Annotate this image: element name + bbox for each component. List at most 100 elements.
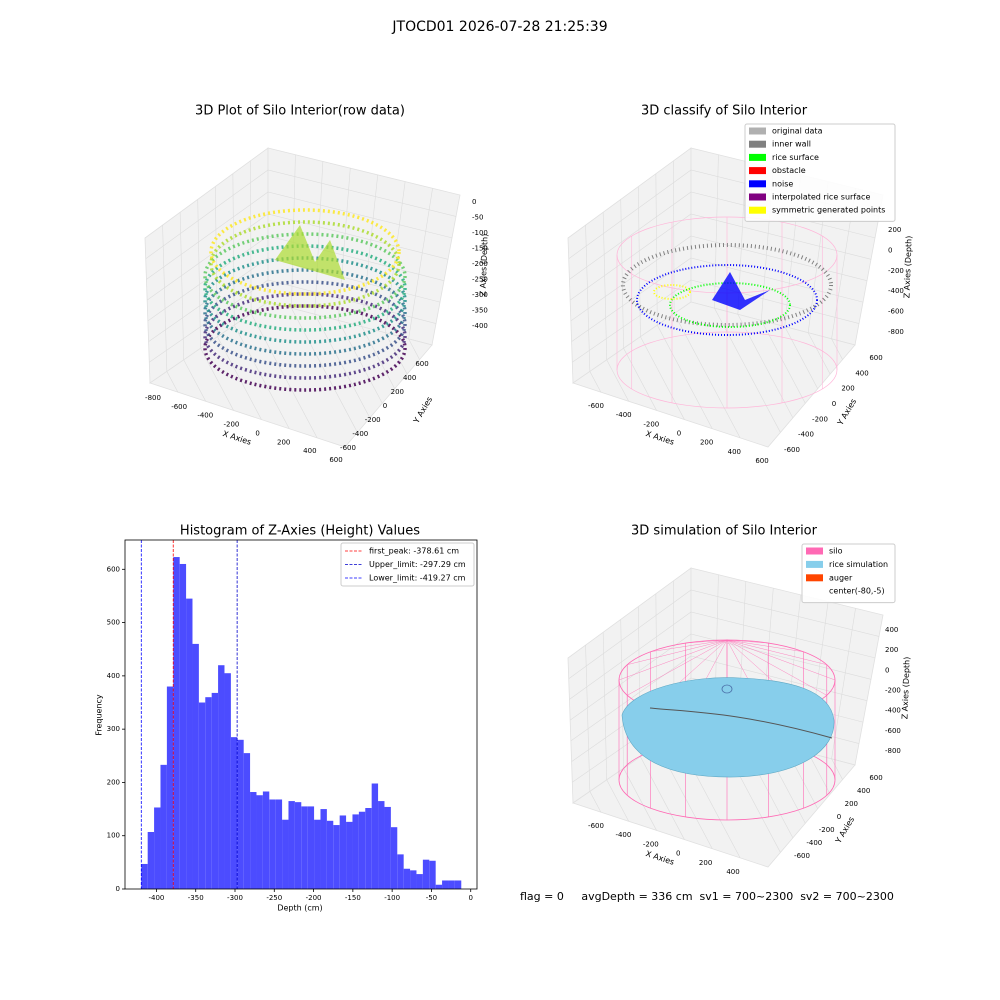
z-tick-label: -400 xyxy=(885,707,901,715)
chart-title: 3D classify of Silo Interior xyxy=(641,104,808,119)
z-tick-label: 0 xyxy=(472,198,476,206)
legend-label: obstacle xyxy=(772,166,806,175)
bar xyxy=(179,563,187,889)
pane-grid xyxy=(232,173,290,429)
pane-grid xyxy=(737,161,794,418)
pane-grid xyxy=(179,212,206,402)
bar xyxy=(314,819,321,889)
pane-grid xyxy=(571,257,864,342)
point-ring xyxy=(209,220,401,308)
rice-ridge xyxy=(649,707,833,739)
y-tick-label: 300 xyxy=(107,725,120,733)
bar xyxy=(166,686,174,889)
silo-roof xyxy=(726,639,836,681)
silo-roof xyxy=(726,639,827,696)
bar xyxy=(154,807,161,889)
bar xyxy=(205,697,212,889)
pane-grid xyxy=(620,199,657,411)
z-tick-label: -300 xyxy=(472,291,488,299)
legend-label: rice simulation xyxy=(829,560,888,569)
pane-grid xyxy=(145,169,457,259)
bar xyxy=(282,819,289,889)
bar xyxy=(275,799,283,889)
z-tick-label: -50 xyxy=(472,214,483,222)
z-tick-label: 200 xyxy=(888,226,901,234)
y-tick-label: 600 xyxy=(107,565,120,573)
z-tick-label: -200 xyxy=(888,267,904,275)
x-tick-label: -400 xyxy=(616,411,632,419)
x-tick-label: 200 xyxy=(699,859,712,867)
y-tick-label: 600 xyxy=(869,774,882,782)
pane-grid xyxy=(831,188,856,360)
bar xyxy=(339,815,347,889)
z-tick-label: -800 xyxy=(885,747,901,755)
pane-grid xyxy=(337,168,383,404)
x-tick-label: 600 xyxy=(755,457,768,465)
bar xyxy=(243,753,251,889)
pane-grid xyxy=(637,186,685,420)
legend-swatch xyxy=(806,560,823,568)
z-axis-label: Z Axies (Depth) xyxy=(900,657,911,720)
symmetric-patch xyxy=(653,284,691,300)
bar xyxy=(403,868,411,889)
legend-label: symmetric generated points xyxy=(772,206,885,215)
z-tick-label: 0 xyxy=(885,666,889,674)
z-tick-label: -100 xyxy=(472,229,488,237)
z-tick-label: -600 xyxy=(885,727,901,735)
y-tick-label: -200 xyxy=(812,415,828,423)
bar xyxy=(224,673,231,889)
y-tick-label: 600 xyxy=(869,354,882,362)
pane-grid xyxy=(585,645,602,813)
bar xyxy=(230,737,238,889)
bar xyxy=(346,821,353,889)
y-tick-label: 200 xyxy=(107,778,120,786)
pane xyxy=(149,301,433,448)
x-tick-label: -400 xyxy=(148,894,164,902)
figure-title: JTOCD01 2026-07-28 21:25:39 xyxy=(391,19,607,35)
bar xyxy=(256,795,263,889)
pane-grid xyxy=(807,181,831,375)
x-tick-label: -200 xyxy=(643,840,659,848)
y-tick-label: 200 xyxy=(845,800,858,808)
chart-title: 3D simulation of Silo Interior xyxy=(631,524,818,539)
z-tick-label: -250 xyxy=(472,276,488,284)
bar xyxy=(160,764,167,889)
legend-label: Lower_limit: -419.27 cm xyxy=(369,574,466,583)
legend-swatch xyxy=(749,167,766,175)
noise-cluster xyxy=(712,272,770,310)
y-tick-label: -600 xyxy=(784,446,800,454)
bar xyxy=(384,806,391,889)
pane xyxy=(572,301,856,448)
legend-box xyxy=(801,543,896,604)
y-tick-label: 400 xyxy=(857,787,870,795)
bar xyxy=(422,859,430,889)
point-ring xyxy=(203,292,407,380)
x-tick-label: -800 xyxy=(145,394,161,402)
legend-swatch xyxy=(749,193,766,201)
pane-grid xyxy=(214,186,262,420)
bar xyxy=(358,811,366,889)
x-tick-label: -200 xyxy=(223,421,239,429)
point-ring xyxy=(203,268,407,356)
pane-grid xyxy=(572,279,860,363)
bar xyxy=(454,880,462,889)
legend-label: rice surface xyxy=(772,153,819,162)
silo-roof xyxy=(726,639,769,644)
legend-swatch xyxy=(749,140,766,148)
bar xyxy=(333,825,340,889)
bar xyxy=(301,806,308,889)
y-tick-label: -600 xyxy=(794,852,810,860)
pane-grid xyxy=(408,188,433,360)
pane-grid xyxy=(568,589,880,679)
bar xyxy=(186,598,193,889)
pane-grid xyxy=(384,181,408,375)
silo-roof xyxy=(726,639,827,665)
bar xyxy=(192,643,199,889)
x-tick-label: -300 xyxy=(227,894,243,902)
z-tick-label: -400 xyxy=(472,322,488,330)
x-tick-label: 0 xyxy=(677,430,681,438)
pane-grid xyxy=(148,257,441,342)
pane-grid xyxy=(162,225,179,393)
x-tick-label: -400 xyxy=(615,831,631,839)
y-tick-label: 0 xyxy=(832,400,836,408)
